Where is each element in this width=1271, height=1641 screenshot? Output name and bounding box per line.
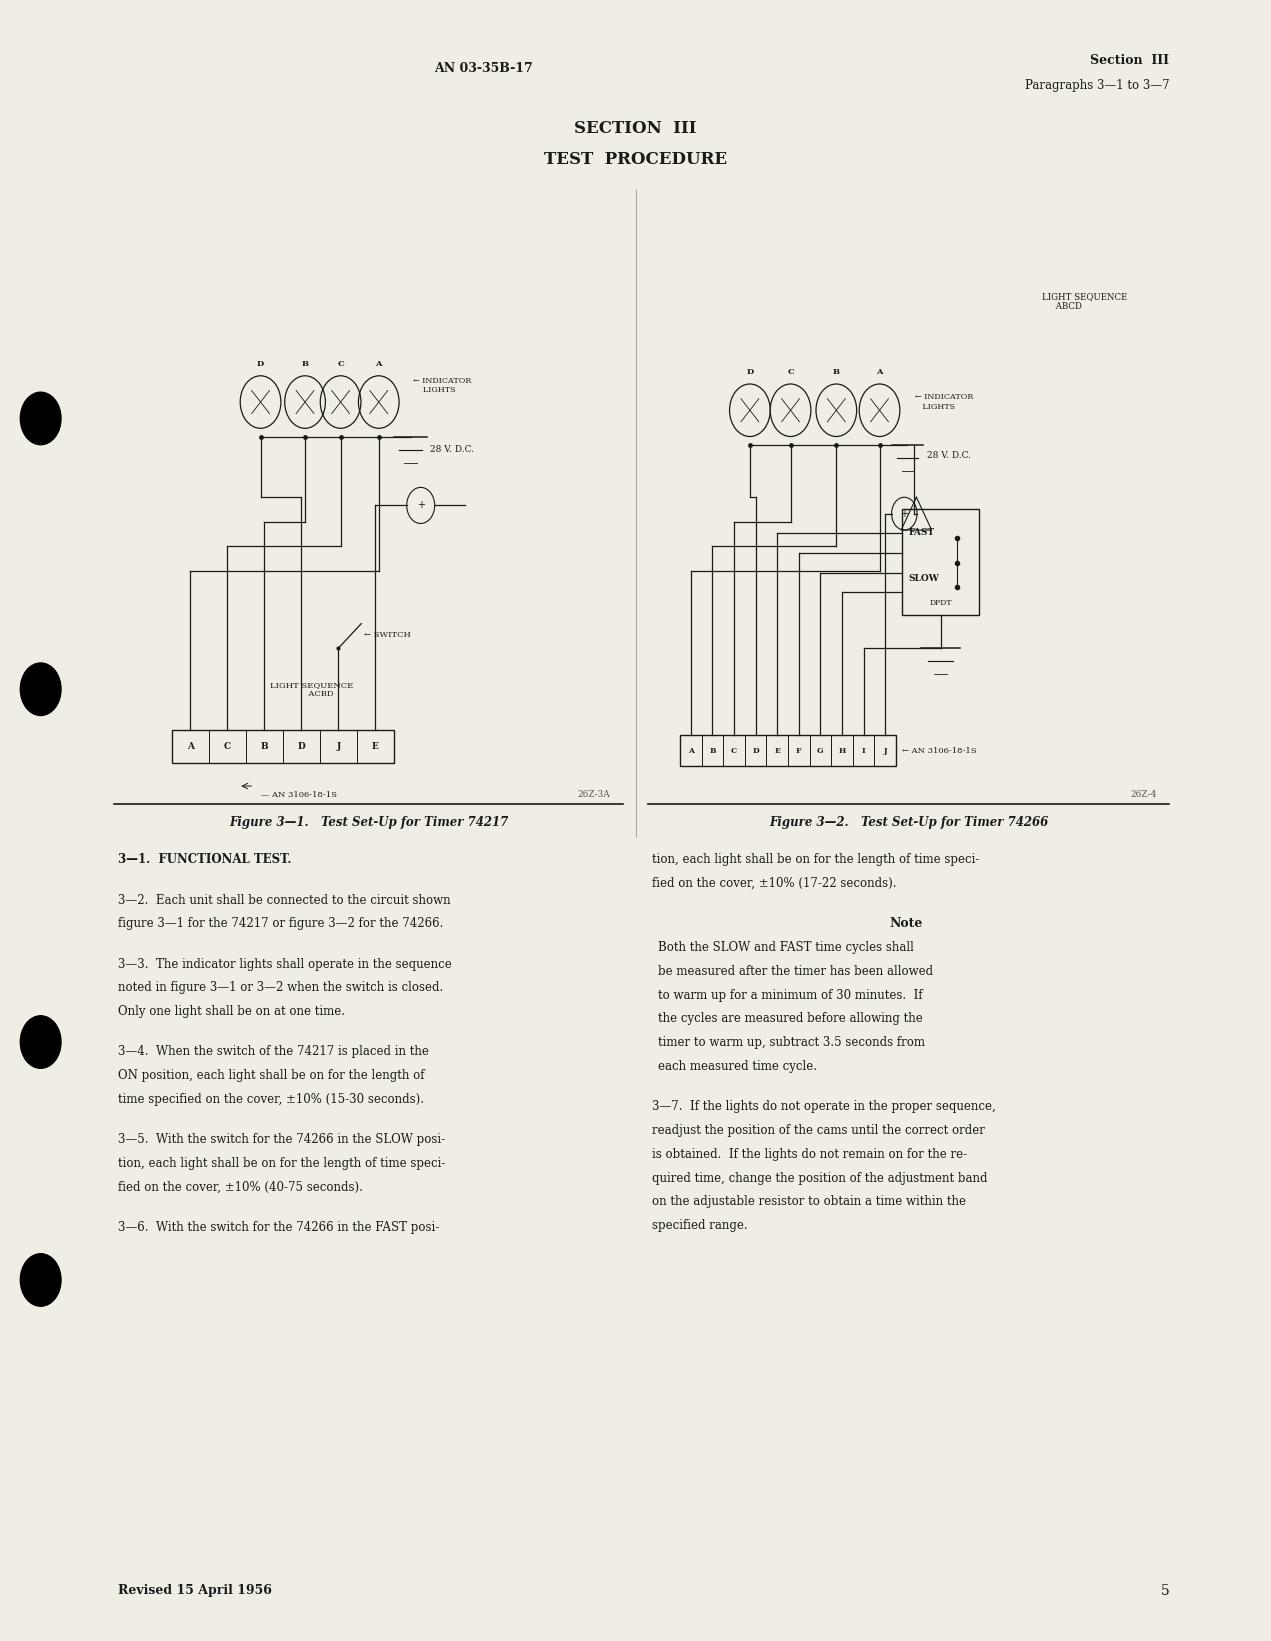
Circle shape bbox=[20, 392, 61, 445]
Text: 28 V. D.C.: 28 V. D.C. bbox=[430, 445, 474, 453]
Bar bbox=[902, 509, 979, 615]
Text: LIGHT SEQUENCE
       ACBD: LIGHT SEQUENCE ACBD bbox=[269, 681, 353, 697]
Text: G: G bbox=[817, 747, 824, 755]
Text: +: + bbox=[900, 509, 909, 519]
Text: TEST  PROCEDURE: TEST PROCEDURE bbox=[544, 151, 727, 167]
Text: ← INDICATOR
    LIGHTS: ← INDICATOR LIGHTS bbox=[413, 377, 472, 394]
Text: Section  III: Section III bbox=[1091, 54, 1169, 67]
Text: Figure 3—2.   Test Set-Up for Timer 74266: Figure 3—2. Test Set-Up for Timer 74266 bbox=[769, 816, 1049, 829]
Text: D: D bbox=[297, 742, 305, 752]
Text: time specified on the cover, ±10% (15-30 seconds).: time specified on the cover, ±10% (15-30… bbox=[118, 1093, 425, 1106]
Text: is obtained.  If the lights do not remain on for the re-: is obtained. If the lights do not remain… bbox=[652, 1147, 967, 1160]
Text: each measured time cycle.: each measured time cycle. bbox=[658, 1060, 817, 1073]
Text: 26Z-3A: 26Z-3A bbox=[577, 791, 610, 799]
Text: tion, each light shall be on for the length of time speci-: tion, each light shall be on for the len… bbox=[118, 1157, 446, 1170]
Text: figure 3—1 for the 74217 or figure 3—2 for the 74266.: figure 3—1 for the 74217 or figure 3—2 f… bbox=[118, 917, 444, 930]
Text: SECTION  III: SECTION III bbox=[574, 120, 697, 136]
Text: 3—5.  With the switch for the 74266 in the SLOW posi-: 3—5. With the switch for the 74266 in th… bbox=[118, 1132, 445, 1145]
Text: Both the SLOW and FAST time cycles shall: Both the SLOW and FAST time cycles shall bbox=[658, 940, 914, 953]
Text: 28 V. D.C.: 28 V. D.C. bbox=[927, 451, 971, 459]
Text: tion, each light shall be on for the length of time speci-: tion, each light shall be on for the len… bbox=[652, 853, 980, 866]
Text: F: F bbox=[796, 747, 802, 755]
Text: Note: Note bbox=[890, 917, 923, 930]
Text: timer to warm up, subtract 3.5 seconds from: timer to warm up, subtract 3.5 seconds f… bbox=[658, 1035, 925, 1049]
Text: specified range.: specified range. bbox=[652, 1219, 747, 1232]
Text: Revised 15 April 1956: Revised 15 April 1956 bbox=[118, 1584, 272, 1597]
Circle shape bbox=[20, 1016, 61, 1068]
Text: B: B bbox=[261, 742, 268, 752]
Text: I: I bbox=[862, 747, 866, 755]
Text: Figure 3—1.   Test Set-Up for Timer 74217: Figure 3—1. Test Set-Up for Timer 74217 bbox=[229, 816, 508, 829]
Text: B: B bbox=[709, 747, 716, 755]
Text: ← SWITCH: ← SWITCH bbox=[364, 632, 411, 638]
Text: B: B bbox=[833, 368, 840, 376]
Text: E: E bbox=[774, 747, 780, 755]
Text: ← INDICATOR
   LIGHTS: ← INDICATOR LIGHTS bbox=[915, 394, 974, 410]
Text: the cycles are measured before allowing the: the cycles are measured before allowing … bbox=[658, 1012, 923, 1026]
Text: D: D bbox=[257, 359, 264, 368]
Text: 5: 5 bbox=[1160, 1584, 1169, 1598]
Bar bbox=[172, 730, 394, 763]
Text: AN 03-35B-17: AN 03-35B-17 bbox=[433, 62, 533, 75]
Text: DPDT: DPDT bbox=[929, 599, 952, 607]
Text: C: C bbox=[224, 742, 231, 752]
Circle shape bbox=[20, 663, 61, 715]
Text: on the adjustable resistor to obtain a time within the: on the adjustable resistor to obtain a t… bbox=[652, 1195, 966, 1208]
Text: fied on the cover, ±10% (40-75 seconds).: fied on the cover, ±10% (40-75 seconds). bbox=[118, 1180, 364, 1193]
Text: noted in figure 3—1 or 3—2 when the switch is closed.: noted in figure 3—1 or 3—2 when the swit… bbox=[118, 981, 444, 994]
Text: B: B bbox=[301, 359, 309, 368]
Text: to warm up for a minimum of 30 minutes.  If: to warm up for a minimum of 30 minutes. … bbox=[658, 988, 923, 1001]
Bar bbox=[680, 735, 896, 766]
Text: quired time, change the position of the adjustment band: quired time, change the position of the … bbox=[652, 1172, 988, 1185]
Text: C: C bbox=[731, 747, 737, 755]
Text: LIGHT SEQUENCE
     ABCD: LIGHT SEQUENCE ABCD bbox=[1042, 292, 1127, 312]
Text: D: D bbox=[752, 747, 759, 755]
Text: readjust the position of the cams until the correct order: readjust the position of the cams until … bbox=[652, 1124, 985, 1137]
Text: E: E bbox=[372, 742, 379, 752]
Text: — AN 3106-18-1S: — AN 3106-18-1S bbox=[261, 791, 337, 799]
Text: 3—3.  The indicator lights shall operate in the sequence: 3—3. The indicator lights shall operate … bbox=[118, 957, 452, 970]
Text: A: A bbox=[187, 742, 193, 752]
Text: ← AN 3106-18-1S: ← AN 3106-18-1S bbox=[902, 747, 977, 755]
Text: 3—7.  If the lights do not operate in the proper sequence,: 3—7. If the lights do not operate in the… bbox=[652, 1099, 995, 1113]
Text: ON position, each light shall be on for the length of: ON position, each light shall be on for … bbox=[118, 1068, 425, 1081]
Text: A: A bbox=[876, 368, 883, 376]
Text: +: + bbox=[417, 501, 425, 510]
Text: Only one light shall be on at one time.: Only one light shall be on at one time. bbox=[118, 1004, 346, 1017]
Text: D: D bbox=[746, 368, 754, 376]
Text: C: C bbox=[787, 368, 794, 376]
Text: H: H bbox=[839, 747, 845, 755]
Text: 26Z-4: 26Z-4 bbox=[1130, 791, 1157, 799]
Text: be measured after the timer has been allowed: be measured after the timer has been all… bbox=[658, 965, 933, 978]
Text: J: J bbox=[883, 747, 887, 755]
Text: C: C bbox=[337, 359, 344, 368]
Text: 3—6.  With the switch for the 74266 in the FAST posi-: 3—6. With the switch for the 74266 in th… bbox=[118, 1221, 440, 1234]
Text: 3—2.  Each unit shall be connected to the circuit shown: 3—2. Each unit shall be connected to the… bbox=[118, 893, 451, 906]
Text: 3—4.  When the switch of the 74217 is placed in the: 3—4. When the switch of the 74217 is pla… bbox=[118, 1045, 430, 1058]
Text: FAST: FAST bbox=[909, 528, 935, 537]
Text: J: J bbox=[337, 742, 341, 752]
Text: A: A bbox=[688, 747, 694, 755]
Text: A: A bbox=[375, 359, 383, 368]
Circle shape bbox=[20, 1254, 61, 1306]
Text: fied on the cover, ±10% (17-22 seconds).: fied on the cover, ±10% (17-22 seconds). bbox=[652, 876, 896, 889]
Text: 3—1.  FUNCTIONAL TEST.: 3—1. FUNCTIONAL TEST. bbox=[118, 853, 292, 866]
Text: SLOW: SLOW bbox=[909, 574, 939, 583]
Text: Paragraphs 3—1 to 3—7: Paragraphs 3—1 to 3—7 bbox=[1024, 79, 1169, 92]
